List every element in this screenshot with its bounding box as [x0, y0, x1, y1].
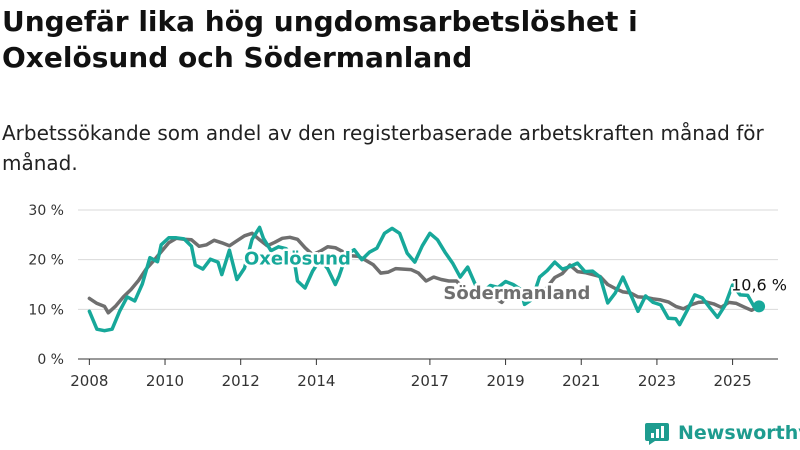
- chart-subtitle: Arbetssökande som andel av den registerb…: [2, 121, 764, 175]
- series-lines: [87, 225, 761, 333]
- series-line-oxelosund: [87, 225, 761, 333]
- x-tick-label: 2008: [70, 372, 108, 390]
- y-axis-ticks: 0 % 10 % 20 % 30 %: [28, 203, 64, 368]
- x-tick-label: 2025: [714, 372, 752, 390]
- end-point-oxelosund: [753, 300, 766, 313]
- y-tick-label: 20 %: [28, 253, 64, 269]
- y-tick-label: 30 %: [28, 203, 64, 219]
- brand-name: Newsworthy: [678, 422, 800, 444]
- x-tick-label: 2012: [222, 372, 260, 390]
- brand[interactable]: Newsworthy: [645, 420, 800, 446]
- series-labels: Södermanland Oxelösund 10,6 %: [242, 246, 789, 313]
- x-tick-label: 2017: [411, 372, 449, 390]
- series-label-oxelosund: Oxelösund: [244, 249, 351, 270]
- series-label-sodermanland: Södermanland: [443, 283, 590, 304]
- x-tick-label: 2021: [562, 372, 600, 390]
- line-chart: 0 % 10 % 20 % 30 % 2008 2010 2012 2014 2017 2019…: [28, 203, 789, 390]
- end-value-label: 10,6 %: [731, 275, 787, 294]
- y-tick-label: 0 %: [37, 352, 64, 368]
- y-tick-label: 10 %: [28, 302, 64, 318]
- x-axis-ticks: 2008 2010 2012 2014 2017 2019 2021 2023 2025: [70, 358, 778, 390]
- x-tick-label: 2010: [146, 372, 184, 390]
- x-tick-label: 2014: [297, 372, 335, 390]
- grid-lines: [78, 209, 778, 310]
- x-tick-label: 2023: [638, 372, 676, 390]
- chart-title: Ungefär lika hög ungdomsarbetslöshet i O…: [2, 5, 638, 74]
- x-tick-label: 2019: [486, 372, 524, 390]
- newsworthy-logo-icon: [645, 423, 669, 445]
